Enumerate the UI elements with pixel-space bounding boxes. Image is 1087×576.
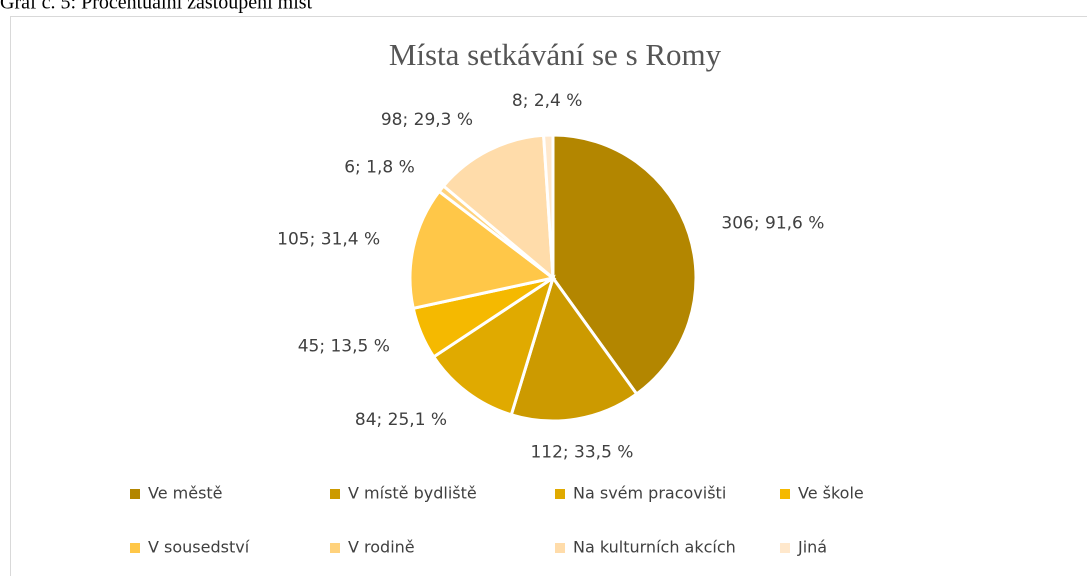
legend-swatch xyxy=(555,489,565,499)
data-label: 98; 29,3 % xyxy=(381,110,473,130)
data-label: 306; 91,6 % xyxy=(721,214,824,234)
legend-label: Ve městě xyxy=(148,484,223,503)
chart-title: Místa setkávání se s Romy xyxy=(389,37,722,72)
legend-swatch xyxy=(780,543,790,553)
data-label: 84; 25,1 % xyxy=(355,410,447,430)
data-label: 112; 33,5 % xyxy=(530,443,633,463)
legend-label: V sousedství xyxy=(148,538,250,557)
pie-slice xyxy=(551,133,698,397)
legend-swatch xyxy=(555,543,565,553)
legend-label: Ve škole xyxy=(798,484,864,503)
legend-label: Na kulturních akcích xyxy=(573,538,736,557)
data-label: 45; 13,5 % xyxy=(298,337,390,357)
caption: Graf č. 5: Procentuální zastoupení míst xyxy=(0,0,313,14)
legend-swatch xyxy=(130,543,140,553)
data-label: 6; 1,8 % xyxy=(344,157,415,177)
pie-slice xyxy=(441,133,555,282)
legend-label: V rodině xyxy=(348,538,415,557)
legend-swatch xyxy=(330,543,340,553)
legend-label: Na svém pracovišti xyxy=(573,484,726,503)
pie-slice xyxy=(542,133,555,279)
data-label: 105; 31,4 % xyxy=(277,230,380,250)
legend-swatch xyxy=(330,489,340,499)
legend-label: V místě bydliště xyxy=(348,484,477,503)
data-label: 8; 2,4 % xyxy=(512,91,583,111)
chart-border xyxy=(10,16,1087,576)
legend-swatch xyxy=(130,489,140,499)
legend-label: Jiná xyxy=(797,538,827,557)
legend-swatch xyxy=(780,489,790,499)
pie-slice xyxy=(431,274,556,417)
pie-slice xyxy=(408,189,557,311)
